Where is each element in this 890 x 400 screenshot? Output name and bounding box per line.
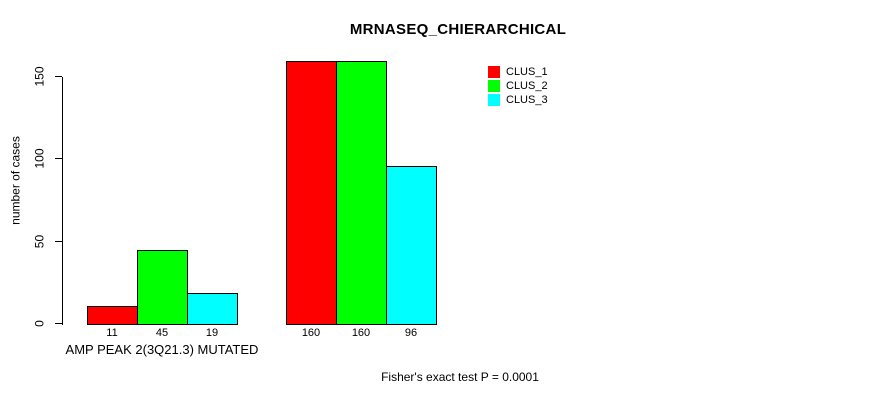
bar-clus_1-group-1 — [286, 61, 337, 325]
legend-label: CLUS_3 — [506, 94, 548, 106]
bar-clus_3-group-0 — [187, 293, 238, 325]
bar-value-label: 45 — [155, 327, 169, 339]
bar-clus_3-group-1 — [386, 166, 437, 325]
y-tick-mark — [55, 76, 62, 77]
y-tick-mark — [55, 241, 62, 242]
y-tick-label: 0 — [32, 320, 47, 327]
bar-clus_1-group-0 — [87, 306, 138, 325]
bar-value-label: 160 — [301, 327, 321, 339]
chart-title: MRNASEQ_CHIERARCHICAL — [349, 21, 567, 38]
bar-value-label: 96 — [404, 327, 418, 339]
y-tick-label: 150 — [32, 66, 47, 87]
legend-row: CLUS_2 — [488, 79, 548, 93]
y-tick-label: 100 — [32, 148, 47, 169]
legend-label: CLUS_2 — [506, 80, 548, 92]
stat-annotation: Fisher's exact test P = 0.0001 — [381, 370, 539, 384]
legend-swatch-clus_3 — [488, 94, 500, 106]
y-tick-label: 50 — [32, 234, 47, 249]
legend-label: CLUS_1 — [506, 66, 548, 78]
x-category-label: AMP PEAK 2(3Q21.3) MUTATED — [65, 342, 259, 357]
y-axis-line — [62, 77, 63, 325]
legend-swatch-clus_1 — [488, 66, 500, 78]
bar-value-label: 160 — [351, 327, 371, 339]
bar-clus_2-group-1 — [336, 61, 387, 325]
legend-row: CLUS_3 — [488, 93, 548, 107]
y-axis-title: number of cases — [8, 136, 23, 225]
y-tick-mark — [55, 323, 62, 324]
bar-value-label: 19 — [205, 327, 219, 339]
legend: CLUS_1 CLUS_2 CLUS_3 — [488, 65, 548, 107]
legend-swatch-clus_2 — [488, 80, 500, 92]
bar-clus_2-group-0 — [137, 250, 188, 325]
bar-value-label: 11 — [106, 327, 118, 339]
legend-row: CLUS_1 — [488, 65, 548, 79]
y-tick-mark — [55, 158, 62, 159]
